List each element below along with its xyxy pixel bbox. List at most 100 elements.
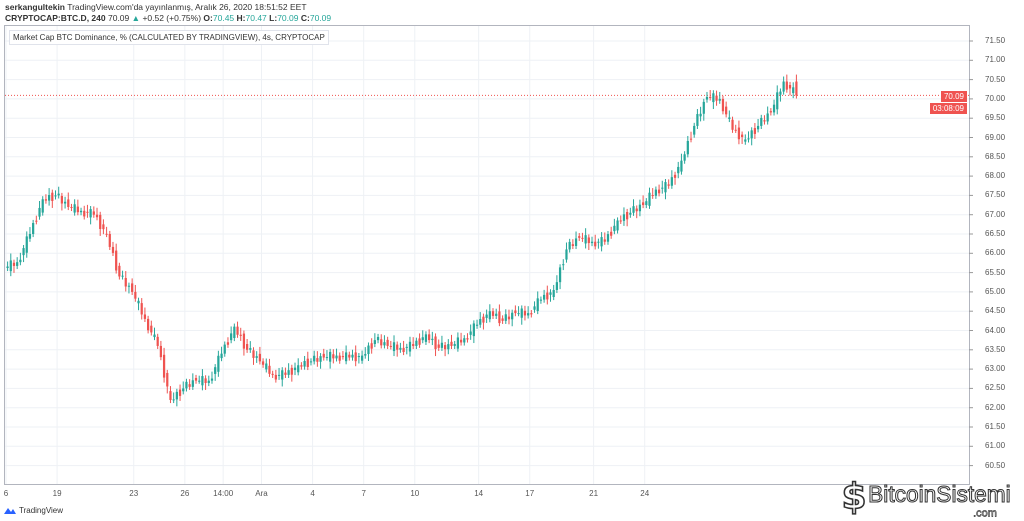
candle-body — [747, 138, 750, 140]
high-label: H: — [236, 13, 246, 23]
candle-body — [412, 344, 415, 346]
candle-body — [763, 120, 766, 122]
time-tick-label: 7 — [361, 489, 366, 498]
candle-body — [230, 333, 233, 341]
candle-body — [456, 337, 460, 349]
price-tick-label: 60.50 — [985, 460, 1006, 470]
candle-body — [613, 225, 616, 232]
candle-body — [539, 299, 543, 301]
candle-body — [683, 154, 686, 161]
candle-body — [555, 282, 559, 290]
candle-body — [364, 354, 367, 356]
candle-body — [159, 345, 163, 358]
candle-body — [12, 262, 16, 266]
candle-body — [641, 202, 645, 206]
candle-body — [60, 195, 64, 204]
candle-body — [558, 267, 562, 283]
candle-body — [584, 235, 587, 244]
candle-body — [9, 260, 12, 272]
candle-body — [574, 238, 578, 246]
candle-body — [466, 338, 469, 340]
chart-pane[interactable] — [4, 25, 970, 485]
candle-body — [453, 344, 456, 346]
candle-body — [648, 192, 651, 206]
candle-body — [392, 342, 396, 352]
price-tick-label: 63.50 — [985, 344, 1006, 354]
candle-body — [76, 206, 79, 213]
candle-body — [396, 344, 399, 350]
price-tick-label: 70.50 — [985, 74, 1006, 84]
price-tick-label: 71.00 — [985, 55, 1006, 65]
time-tick-label: 4 — [310, 489, 315, 498]
candle-body — [677, 166, 680, 174]
candle-body — [95, 214, 99, 218]
candle-body — [79, 210, 83, 213]
candle-body — [127, 285, 131, 287]
candle-body — [344, 352, 348, 362]
candle-body — [766, 113, 769, 122]
candle-body — [622, 214, 626, 221]
candle-body — [261, 361, 265, 365]
candle-body — [459, 339, 463, 343]
candle-body — [779, 91, 782, 95]
candle-body — [600, 237, 603, 247]
candle-body — [287, 370, 290, 375]
author[interactable]: serkangultekin — [5, 2, 65, 12]
candle-body — [217, 355, 220, 372]
candle-body — [670, 177, 673, 186]
price-tick-label: 62.00 — [985, 402, 1006, 412]
candle-body — [667, 184, 670, 186]
candle-body — [731, 119, 734, 130]
candle-body — [769, 111, 772, 113]
bitcoin-logo-icon: $ — [842, 476, 867, 517]
price-tick-label: 66.50 — [985, 229, 1006, 238]
candle-body — [405, 346, 408, 348]
publish-date: TradingView.com'da yayınlanmış, Aralık 2… — [67, 2, 307, 12]
candle-body — [440, 342, 444, 348]
candle-body — [22, 248, 25, 256]
candle-body — [47, 195, 51, 201]
candle-body — [166, 372, 169, 387]
candle-body — [322, 353, 325, 358]
candle-body — [297, 365, 300, 373]
candle-body — [680, 160, 683, 172]
candle-body — [498, 311, 501, 324]
last-price-tag: 70.09 — [940, 91, 967, 102]
candle-body — [83, 210, 86, 217]
candle-body — [134, 291, 137, 299]
candle-body — [479, 319, 482, 325]
candle-body — [319, 356, 322, 362]
candle-body — [162, 354, 166, 378]
time-tick-label: 14 — [474, 489, 484, 498]
candle-body — [702, 101, 705, 114]
candle-body — [191, 380, 194, 387]
low-label: L: — [269, 13, 278, 23]
close-label: C: — [300, 13, 310, 23]
candle-body — [131, 283, 134, 292]
candle-body — [772, 104, 776, 113]
candle-body — [482, 316, 485, 323]
candle-body — [488, 311, 491, 320]
time-tick-label: 26 — [180, 489, 190, 498]
price-tick-label: 67.00 — [985, 209, 1006, 219]
candle-body — [376, 336, 380, 341]
candle-body — [693, 125, 696, 135]
candle-body — [300, 365, 303, 367]
candle-body — [16, 262, 19, 266]
candle-body — [124, 278, 127, 287]
candle-body — [25, 236, 28, 253]
tradingview-icon — [4, 508, 16, 514]
watermark-domain: .com — [973, 507, 997, 519]
candle-body — [102, 224, 105, 230]
candle-body — [402, 347, 405, 353]
candle-body — [740, 134, 744, 138]
candle-body — [645, 201, 648, 206]
time-tick-label: 19 — [52, 489, 62, 498]
tradingview-logo[interactable]: TradingView — [4, 506, 63, 515]
candle-body — [542, 294, 546, 300]
candle-body — [501, 318, 504, 321]
candle-body — [469, 331, 472, 335]
candle-body — [705, 96, 709, 100]
candle-body — [156, 336, 159, 346]
